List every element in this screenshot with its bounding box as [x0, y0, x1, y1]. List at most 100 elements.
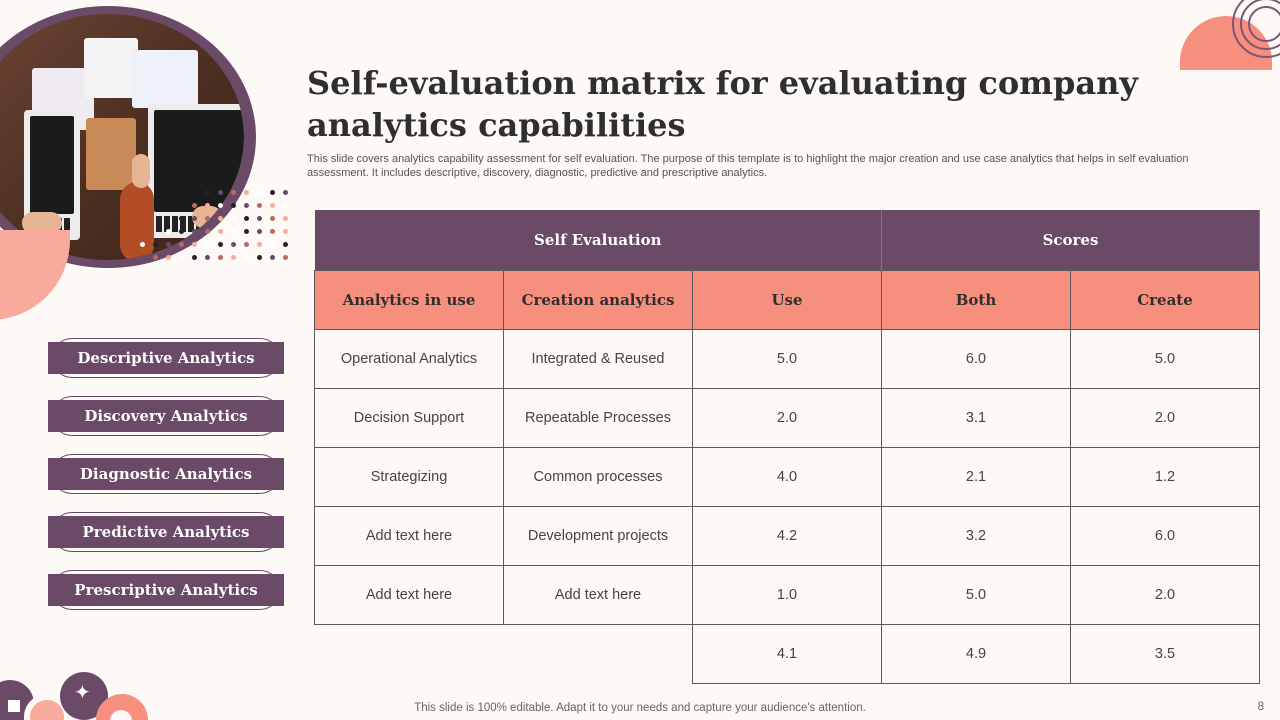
decor-dot	[283, 203, 288, 208]
total-use: 4.1	[692, 623, 882, 684]
analytics-list: Descriptive Analytics Discovery Analytic…	[48, 338, 284, 628]
decor-circle-5	[110, 710, 132, 720]
col-creation-analytics: Creation analytics	[503, 269, 693, 330]
decor-dot	[218, 203, 223, 208]
pill-prescriptive: Prescriptive Analytics	[48, 570, 284, 610]
decor-arc	[0, 230, 70, 320]
table-cell: 2.0	[1070, 387, 1260, 448]
pill-diagnostic: Diagnostic Analytics	[48, 454, 284, 494]
decor-dot	[244, 229, 249, 234]
decor-dot	[205, 216, 210, 221]
table-cell: 3.2	[881, 505, 1071, 566]
decor-dot	[231, 216, 236, 221]
table-cell: 5.0	[1070, 328, 1260, 389]
decor-dots	[140, 190, 300, 270]
table-row: Add text here Add text here 1.0 5.0 2.0	[314, 564, 1260, 625]
sparkle-icon: ✦	[74, 680, 91, 704]
decor-dot	[244, 255, 249, 260]
decor-dot	[283, 242, 288, 247]
decor-square	[8, 700, 20, 712]
total-create: 3.5	[1070, 623, 1260, 684]
table-cell: 5.0	[692, 328, 882, 389]
decor-dot	[153, 242, 158, 247]
pill-label: Descriptive Analytics	[48, 342, 284, 374]
decor-dot	[218, 216, 223, 221]
table-cell: 5.0	[881, 564, 1071, 625]
decor-dot	[179, 216, 184, 221]
table-cell: Common processes	[503, 446, 693, 507]
decor-dot	[257, 216, 262, 221]
column-header-row: Analytics in use Creation analytics Use …	[314, 269, 1260, 330]
table-cell: Strategizing	[314, 446, 504, 507]
decor-dot	[166, 242, 171, 247]
decor-dot	[205, 255, 210, 260]
decor-dot	[179, 229, 184, 234]
table-cell: Repeatable Processes	[503, 387, 693, 448]
page-title: Self-evaluation matrix for evaluating co…	[307, 64, 1138, 144]
table-cell: Integrated & Reused	[503, 328, 693, 389]
decor-dot	[192, 255, 197, 260]
empty-cell	[503, 624, 693, 683]
decor-dot	[270, 242, 275, 247]
decor-dot	[231, 242, 236, 247]
pill-label: Diagnostic Analytics	[48, 458, 284, 490]
decor-dot	[231, 190, 236, 195]
decor-dot	[244, 203, 249, 208]
decor-dot	[179, 255, 184, 260]
col-analytics-in-use: Analytics in use	[314, 269, 504, 330]
header-scores: Scores	[881, 210, 1260, 270]
decor-dot	[218, 190, 223, 195]
decor-dot	[192, 229, 197, 234]
table-row: Decision Support Repeatable Processes 2.…	[314, 387, 1260, 448]
pill-label: Predictive Analytics	[48, 516, 284, 548]
decor-dot	[205, 229, 210, 234]
decor-dot	[140, 242, 145, 247]
table-cell: 4.0	[692, 446, 882, 507]
pill-descriptive: Descriptive Analytics	[48, 338, 284, 378]
decor-dot	[283, 255, 288, 260]
table-row: Operational Analytics Integrated & Reuse…	[314, 328, 1260, 389]
decor-dot	[166, 255, 171, 260]
decor-dot	[192, 216, 197, 221]
decor-dot	[218, 255, 223, 260]
decor-dot	[257, 203, 262, 208]
group-header-row: Self Evaluation Scores	[314, 210, 1260, 270]
decor-dot	[218, 242, 223, 247]
table-cell: 3.1	[881, 387, 1071, 448]
table-cell: Add text here	[314, 564, 504, 625]
decor-dot	[192, 242, 197, 247]
decor-dot	[244, 242, 249, 247]
decor-dot	[205, 203, 210, 208]
table-cell: 6.0	[881, 328, 1071, 389]
workspace-photo	[0, 14, 244, 260]
decor-dot	[270, 203, 275, 208]
table-row: Add text here Development projects 4.2 3…	[314, 505, 1260, 566]
decor-dot	[205, 242, 210, 247]
decor-dot	[283, 229, 288, 234]
decor-dot	[244, 216, 249, 221]
decor-dot	[231, 229, 236, 234]
table-cell: 2.0	[692, 387, 882, 448]
table-cell: 1.2	[1070, 446, 1260, 507]
decor-dot	[140, 255, 145, 260]
decor-dot	[192, 203, 197, 208]
decor-rings	[1232, 0, 1280, 68]
table-cell: Development projects	[503, 505, 693, 566]
decor-dot	[218, 229, 223, 234]
decor-dot	[257, 255, 262, 260]
pill-discovery: Discovery Analytics	[48, 396, 284, 436]
decor-dot	[270, 255, 275, 260]
pill-label: Prescriptive Analytics	[48, 574, 284, 606]
table-cell: 2.0	[1070, 564, 1260, 625]
table-cell: 6.0	[1070, 505, 1260, 566]
decor-dot	[166, 229, 171, 234]
pill-label: Discovery Analytics	[48, 400, 284, 432]
decor-dot	[244, 190, 249, 195]
decor-dot	[270, 190, 275, 195]
total-both: 4.9	[881, 623, 1071, 684]
decor-dot	[283, 216, 288, 221]
table-cell: 1.0	[692, 564, 882, 625]
empty-cell	[315, 624, 504, 683]
header-self-evaluation: Self Evaluation	[314, 210, 882, 270]
decor-dot	[270, 229, 275, 234]
